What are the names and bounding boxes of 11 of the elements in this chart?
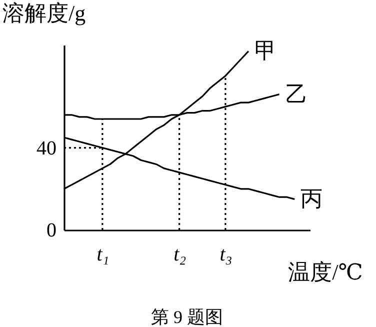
x-axis-title: 温度/℃ (288, 260, 363, 284)
series-label: 甲 (254, 38, 276, 64)
series-label: 乙 (285, 81, 308, 106)
y-axis-title: 溶解度/g (2, 0, 86, 26)
series-label: 丙 (300, 186, 323, 212)
text: 第 9 题图 (151, 307, 223, 327)
x-tick-label: t₃ (220, 244, 232, 266)
y-tick-label: 40 (36, 137, 56, 160)
x-tick-label: t₁ (96, 244, 110, 266)
y-tick-label: 0 (46, 220, 56, 242)
x-tick-label: t₂ (174, 244, 186, 266)
